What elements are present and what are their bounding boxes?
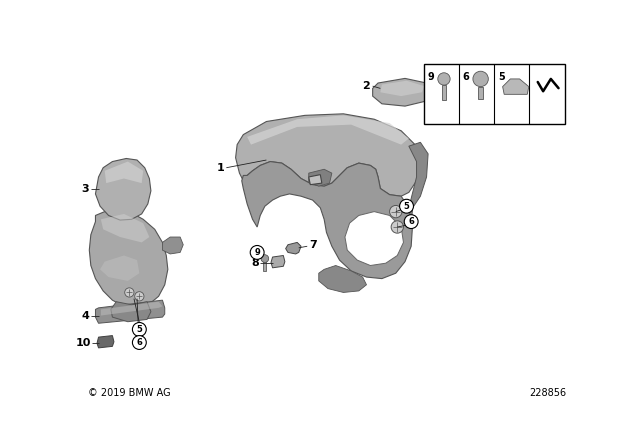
Polygon shape: [308, 175, 322, 185]
Polygon shape: [409, 142, 428, 223]
Polygon shape: [101, 214, 149, 242]
Polygon shape: [319, 266, 367, 293]
Polygon shape: [247, 116, 409, 145]
Polygon shape: [502, 79, 529, 95]
Text: 5: 5: [404, 202, 410, 211]
Circle shape: [125, 288, 134, 297]
Polygon shape: [308, 169, 332, 186]
Polygon shape: [285, 242, 301, 254]
Circle shape: [399, 199, 413, 213]
Circle shape: [391, 221, 403, 233]
Bar: [442, 85, 446, 100]
Text: 1: 1: [216, 163, 224, 173]
Text: 6: 6: [408, 217, 414, 226]
Text: 2: 2: [363, 81, 371, 91]
Polygon shape: [263, 260, 266, 271]
Polygon shape: [242, 162, 413, 279]
Bar: [424, 64, 564, 125]
Text: 228856: 228856: [529, 388, 566, 397]
Polygon shape: [100, 255, 140, 281]
Circle shape: [132, 323, 147, 336]
Circle shape: [250, 246, 264, 259]
Circle shape: [390, 206, 402, 218]
Polygon shape: [163, 237, 183, 254]
Bar: [478, 86, 483, 99]
Polygon shape: [372, 78, 429, 106]
Text: 7: 7: [308, 240, 317, 250]
Polygon shape: [105, 162, 143, 183]
Text: 5: 5: [498, 73, 505, 82]
Polygon shape: [111, 302, 151, 322]
Polygon shape: [95, 300, 164, 323]
Polygon shape: [95, 159, 151, 220]
Circle shape: [473, 71, 488, 86]
Text: 5: 5: [136, 325, 142, 334]
Polygon shape: [271, 255, 285, 268]
Polygon shape: [236, 114, 420, 196]
Circle shape: [132, 336, 147, 349]
Circle shape: [438, 73, 450, 85]
Circle shape: [404, 215, 418, 228]
Text: 3: 3: [82, 184, 90, 194]
Circle shape: [135, 292, 144, 301]
Text: © 2019 BMW AG: © 2019 BMW AG: [88, 388, 170, 397]
Text: 10: 10: [76, 337, 91, 348]
Text: 6: 6: [136, 338, 142, 347]
Text: 9: 9: [428, 73, 435, 82]
Polygon shape: [345, 211, 403, 266]
Polygon shape: [424, 86, 429, 102]
Polygon shape: [101, 302, 163, 315]
Text: 4: 4: [81, 310, 90, 321]
Text: 8: 8: [251, 258, 259, 268]
Polygon shape: [380, 81, 424, 96]
Polygon shape: [90, 209, 168, 308]
Circle shape: [261, 255, 269, 263]
Text: 6: 6: [463, 73, 470, 82]
Text: 9: 9: [254, 248, 260, 257]
Polygon shape: [97, 336, 114, 348]
